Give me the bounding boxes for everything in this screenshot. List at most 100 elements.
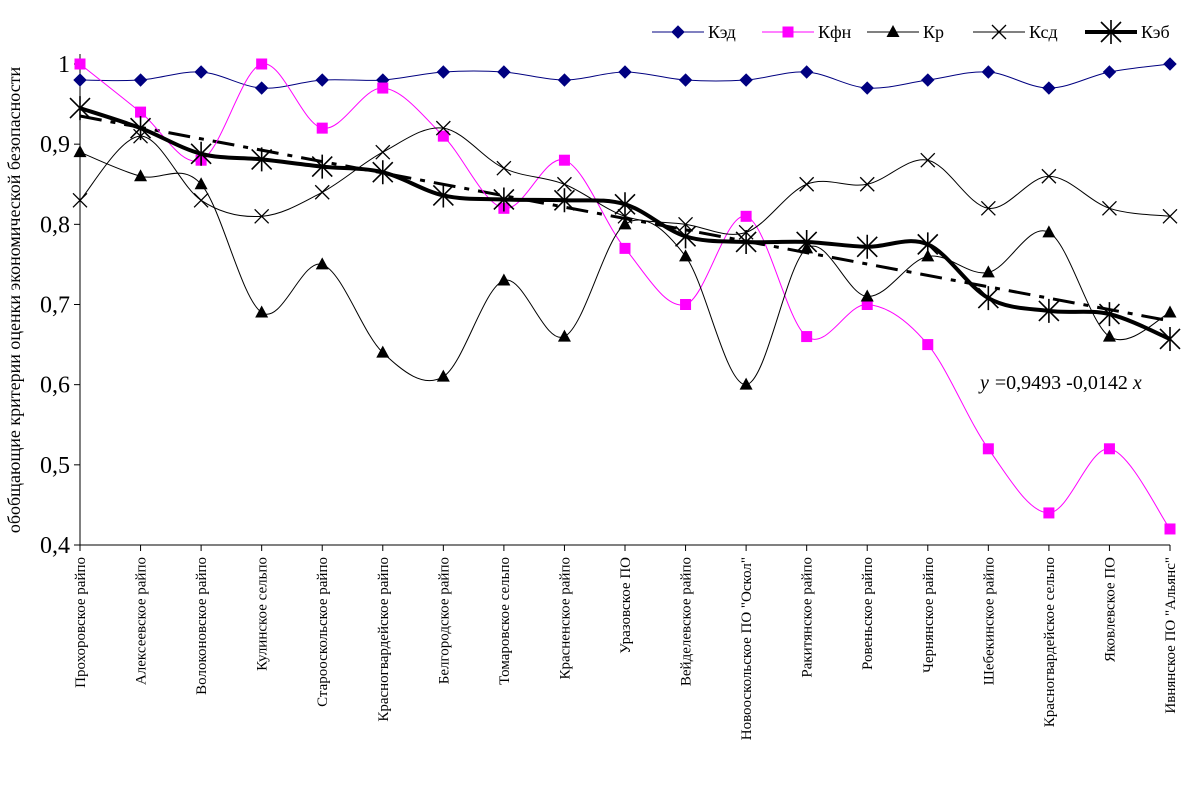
data-point <box>497 273 511 286</box>
data-point <box>436 65 451 79</box>
data-point <box>255 305 269 318</box>
data-point <box>799 65 814 79</box>
data-point <box>981 65 996 79</box>
series-Кэд <box>73 57 1177 95</box>
data-point <box>133 73 148 87</box>
data-point <box>315 73 329 87</box>
data-point <box>496 160 512 176</box>
data-point <box>497 65 511 79</box>
data-point <box>618 65 632 79</box>
data-point <box>376 345 390 358</box>
data-point <box>739 73 753 87</box>
data-point <box>1098 302 1121 327</box>
legend-marker <box>991 24 1007 40</box>
x-tick-label: Яковлевское ПО <box>1102 557 1118 662</box>
trendline-equation: y =0,9493 -0,0142 x <box>978 372 1142 394</box>
x-tick-label: Старооскольское райпо <box>315 557 331 707</box>
data-point <box>1162 208 1178 224</box>
data-point <box>1101 200 1117 216</box>
data-point <box>1103 443 1115 455</box>
data-point <box>801 331 813 343</box>
data-point <box>917 232 939 257</box>
legend-label: Кфн <box>818 22 852 42</box>
data-point <box>614 192 636 217</box>
x-tick-label: Новооскольское ПО "Оскол" <box>739 557 755 740</box>
x-tick-label: Уразовское ПО <box>618 557 634 654</box>
data-point <box>134 169 148 182</box>
data-point <box>618 217 632 230</box>
data-point <box>1159 326 1181 351</box>
series-line <box>79 151 1171 386</box>
data-point <box>553 188 576 213</box>
data-point <box>129 116 152 141</box>
data-point <box>432 183 454 208</box>
series-line <box>79 63 1171 530</box>
data-point <box>194 65 208 79</box>
data-point <box>190 141 212 166</box>
data-point <box>1043 507 1055 519</box>
x-tick-label: Вейделевское райпо <box>679 557 695 686</box>
y-tick-label: 0,5 <box>40 453 70 479</box>
legend-item: Кфн <box>762 22 852 42</box>
data-point <box>73 145 87 158</box>
trendline-var-x: x <box>1132 372 1142 394</box>
data-point <box>1102 329 1116 342</box>
data-point <box>859 176 875 192</box>
data-point <box>435 120 451 136</box>
x-tick-label: Красненское райпо <box>557 557 573 680</box>
x-tick-label: Чернянское райпо <box>921 557 937 673</box>
series-Кр <box>73 145 1177 390</box>
y-tick-label: 0,6 <box>40 373 70 399</box>
data-point <box>135 106 147 118</box>
data-point <box>256 58 268 70</box>
legend-item: Ксд <box>973 22 1058 42</box>
legend-label: Кэд <box>708 22 736 42</box>
legend-label: Ксд <box>1029 22 1058 42</box>
data-point <box>193 192 209 208</box>
data-point <box>557 329 571 342</box>
data-point <box>678 216 694 232</box>
data-point <box>1102 65 1117 79</box>
data-point <box>375 144 391 160</box>
data-point <box>678 73 693 87</box>
data-point <box>981 265 995 278</box>
legend-item: Кэб <box>1085 20 1170 44</box>
data-point <box>1042 81 1056 95</box>
data-point <box>315 257 329 270</box>
data-point <box>1038 298 1060 323</box>
legend-item: Кр <box>867 22 944 42</box>
data-point <box>194 177 208 190</box>
x-tick-label: Волоконовское райпо <box>194 557 210 695</box>
x-tick-labels: Прохоровское райпо Алексеевское райпо Воло… <box>73 557 1179 740</box>
data-point <box>556 176 572 192</box>
data-point <box>619 242 631 254</box>
data-point <box>679 249 693 262</box>
y-tick-label: 0,9 <box>40 132 70 158</box>
data-point <box>860 289 874 302</box>
data-point <box>799 176 815 192</box>
data-point <box>72 192 88 208</box>
data-point <box>69 96 91 121</box>
data-point <box>254 81 269 95</box>
data-point <box>1163 57 1177 71</box>
x-tick-label: Ивнянское ПО "Альянс" <box>1163 557 1179 714</box>
data-point <box>856 234 878 259</box>
x-tick-label: Кулинское сельпо <box>255 557 271 671</box>
data-point <box>314 184 330 200</box>
y-tick-label: 0,7 <box>40 293 70 319</box>
data-point <box>493 187 515 212</box>
data-point <box>251 147 273 172</box>
x-tick-label: Красногвардейское сельпо <box>1042 557 1058 727</box>
data-point <box>861 299 873 310</box>
data-point <box>74 58 86 70</box>
data-point <box>680 299 692 310</box>
data-point <box>980 200 996 216</box>
legend: Кэд Кфн Кр Ксд Кэб <box>652 20 1170 44</box>
y-tick-label: 1 <box>58 52 70 78</box>
data-point <box>1164 523 1176 535</box>
data-point <box>860 81 874 95</box>
data-point <box>316 122 328 134</box>
data-point <box>372 160 394 185</box>
data-point <box>977 286 999 311</box>
data-point <box>254 208 270 224</box>
